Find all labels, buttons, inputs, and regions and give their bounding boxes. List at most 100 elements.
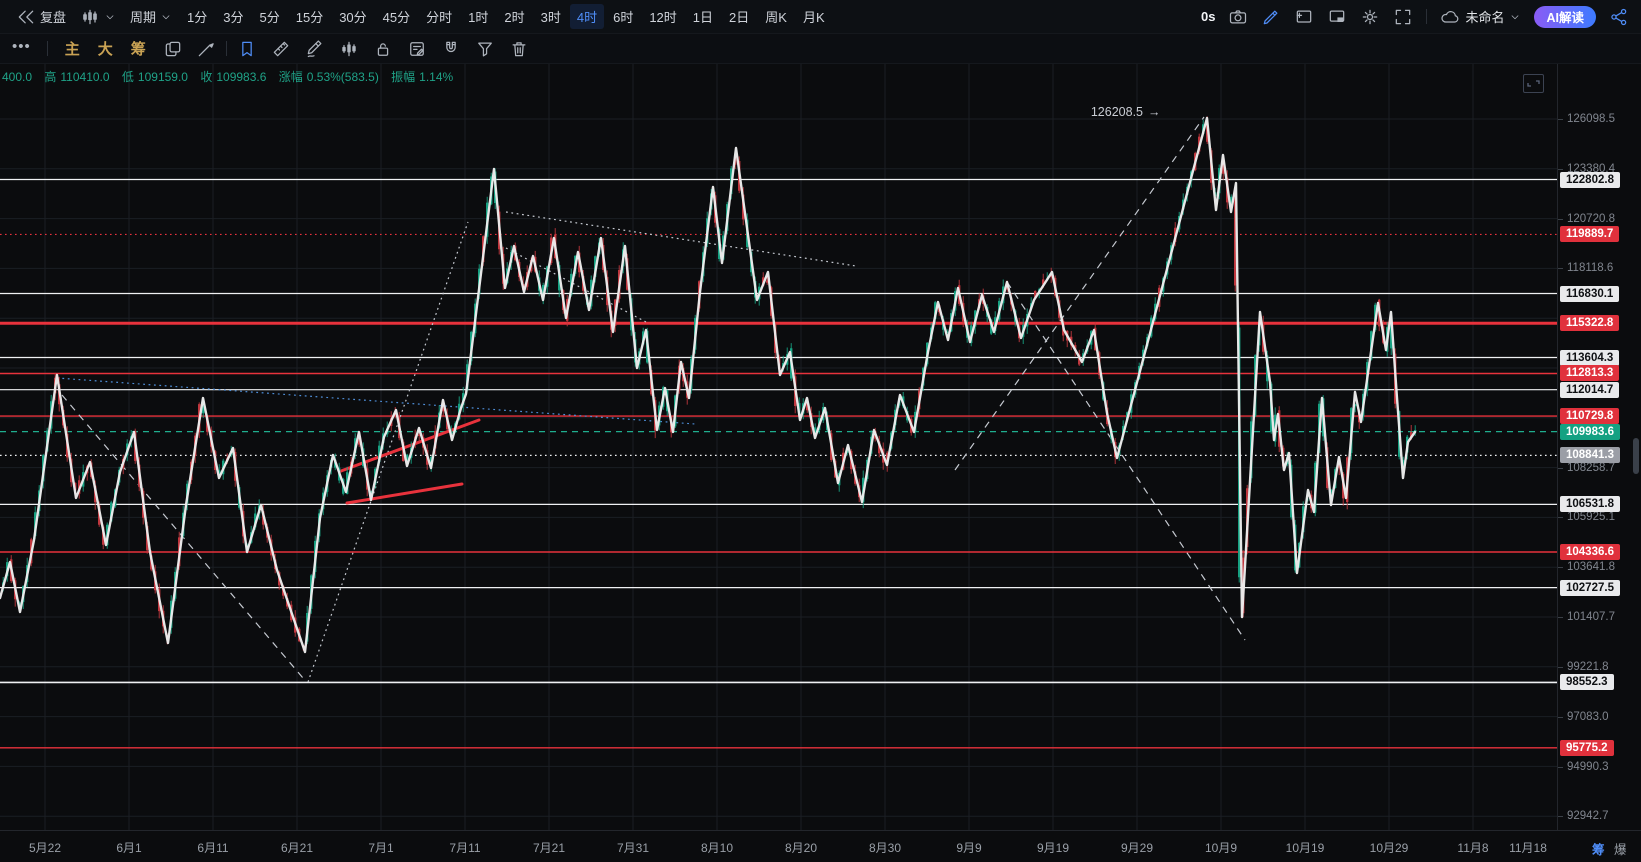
kline-type-icon <box>80 7 100 27</box>
ai-analysis-button[interactable]: AI解读 <box>1534 5 1596 28</box>
price-badge-white: 106531.8 <box>1560 496 1620 513</box>
peak-price-annotation: 126208.5 <box>1091 105 1143 119</box>
pencil-draw-icon[interactable] <box>305 39 325 59</box>
add-pane-icon[interactable] <box>1294 7 1314 27</box>
timeframe-3时[interactable]: 3时 <box>540 10 561 25</box>
toolbar-divider <box>225 41 227 56</box>
timeframe-15分[interactable]: 15分 <box>295 10 324 25</box>
workspace-name: 未命名 <box>1465 10 1505 25</box>
price-badge-green: 109983.6 <box>1560 423 1620 440</box>
indicator-tab-大[interactable]: 大 <box>97 41 113 58</box>
replay-duration[interactable]: 0s <box>1201 9 1216 24</box>
price-tick-label: 99221.8 <box>1567 660 1609 673</box>
ohlc-low: 109159.0 <box>137 70 188 84</box>
axis-scrollbar-thumb[interactable] <box>1633 438 1639 474</box>
period-select[interactable]: 周期 <box>124 4 178 30</box>
copy-drawing-icon[interactable] <box>163 39 183 59</box>
rewind-icon <box>16 7 36 27</box>
fullscreen-icon[interactable] <box>1393 7 1413 27</box>
ohlc-close: 109983.6 <box>216 70 267 84</box>
timeframe-1分[interactable]: 1分 <box>187 10 208 25</box>
timeframe-月K[interactable]: 月K <box>802 10 825 25</box>
timeframe-6时[interactable]: 6时 <box>613 10 634 25</box>
timeframe-1日[interactable]: 1日 <box>692 10 714 25</box>
draw-tool-icons <box>237 39 529 59</box>
cloud-icon <box>1440 7 1460 27</box>
toolbar-divider <box>1426 9 1428 24</box>
drawing-toolbar: ••• 主大筹 <box>0 34 1641 64</box>
timeframe-4时[interactable]: 4时 <box>569 4 605 29</box>
chip-distribution-toggle[interactable]: 筹 <box>1592 843 1605 857</box>
price-badge-red: 95775.2 <box>1560 739 1614 756</box>
chevron-down-icon <box>1509 7 1521 27</box>
price-badge-white: 116830.1 <box>1560 285 1620 302</box>
more-menu-button[interactable]: ••• <box>12 38 31 55</box>
filter-funnel-icon[interactable] <box>475 39 495 59</box>
price-tick-dash <box>1558 666 1563 668</box>
price-axis[interactable]: 126098.5 123380.4 120720.8 118118.6 108258.7… <box>1557 64 1641 830</box>
time-axis[interactable]: 5月22 6月1 6月11 6月21 7月1 7月11 7月21 7月31 8月10 8月20 8月… <box>0 830 1641 862</box>
peak-arrow-annotation: → <box>1148 105 1161 119</box>
chart-type-select[interactable] <box>74 4 122 30</box>
price-tick-dash <box>1558 716 1563 718</box>
ruler-icon[interactable] <box>271 39 291 59</box>
indicator-tab-筹[interactable]: 筹 <box>130 41 146 58</box>
price-badge-red: 110729.8 <box>1560 408 1620 425</box>
time-label: 7月11 <box>449 841 481 855</box>
price-badge-red: 119889.7 <box>1560 226 1620 243</box>
price-tick-label: 101407.7 <box>1567 611 1615 624</box>
timeframe-30分[interactable]: 30分 <box>339 10 367 25</box>
timeframe-5分[interactable]: 5分 <box>259 10 280 25</box>
gear-icon[interactable] <box>1360 7 1380 27</box>
timeframe-1时[interactable]: 1时 <box>468 10 489 25</box>
price-tick-label: 105925.1 <box>1567 511 1615 524</box>
note-edit-icon[interactable] <box>407 39 427 59</box>
toolbar-left-group: 复盘 周期 1分 3分 5分 15分 30分 45分 分时 1时 2时 3时 4时 6时 12时 1日 2日… <box>0 4 832 30</box>
candle-overlay-icon[interactable] <box>339 39 359 59</box>
time-label: 6月11 <box>197 841 229 855</box>
timeframe-周K[interactable]: 周K <box>765 10 787 25</box>
pane-resize-icon[interactable] <box>1523 74 1544 93</box>
timeframe-12时[interactable]: 12时 <box>649 10 677 25</box>
timeframe-45分[interactable]: 45分 <box>382 10 411 25</box>
lock-icon[interactable] <box>373 39 393 59</box>
price-tick-dash <box>1558 567 1563 569</box>
ai-button-label: AI解读 <box>1546 11 1584 25</box>
price-tick-dash <box>1558 816 1563 818</box>
share-icon[interactable] <box>1609 7 1629 27</box>
price-tick-dash <box>1558 766 1563 768</box>
timeframe-2时[interactable]: 2时 <box>504 10 525 25</box>
timeframe-分时[interactable]: 分时 <box>426 10 453 25</box>
pencil-icon[interactable] <box>1261 7 1281 27</box>
liquidation-toggle[interactable]: 爆 <box>1614 843 1627 857</box>
price-tick-label: 97083.0 <box>1567 710 1609 723</box>
chart-canvas[interactable]: 400.0 高 110410.0 低 109159.0 收 109983.6 涨幅 0.… <box>0 64 1557 830</box>
camera-icon[interactable] <box>1228 7 1248 27</box>
workspace-menu[interactable]: 未命名 <box>1440 7 1521 27</box>
toolbar-right-group: 0s 未命名 AI解读 <box>1201 5 1641 28</box>
time-label: 10月19 <box>1285 841 1325 855</box>
time-label: 9月29 <box>1120 841 1154 855</box>
price-badge-white: 112014.7 <box>1560 381 1620 398</box>
brush-cursor-icon[interactable] <box>196 39 216 59</box>
bookmark-icon[interactable] <box>237 39 257 59</box>
time-label: 9月9 <box>956 841 982 855</box>
indicator-tab-主[interactable]: 主 <box>64 41 80 58</box>
ohlc-amplitude: 1.14% <box>419 70 454 84</box>
magnet-icon[interactable] <box>441 39 461 59</box>
price-badge-white: 113604.3 <box>1560 349 1620 366</box>
price-tick-label: 103641.8 <box>1567 561 1615 574</box>
ohlc-readout: 400.0 高 110410.0 低 109159.0 收 109983.6 涨幅 0.… <box>2 68 457 85</box>
candlestick-chart: 126208.5 → <box>0 64 1557 830</box>
time-label: 8月30 <box>868 841 902 855</box>
timeframe-2日[interactable]: 2日 <box>729 10 750 25</box>
timeframe-3分[interactable]: 3分 <box>223 10 244 25</box>
price-badge-gray: 108841.3 <box>1560 447 1620 464</box>
popup-window-icon[interactable] <box>1327 7 1347 27</box>
toolbar-divider <box>46 41 48 56</box>
replay-button[interactable]: 复盘 <box>10 4 72 30</box>
period-label: 周期 <box>130 10 157 25</box>
trash-icon[interactable] <box>509 39 529 59</box>
price-badge-white: 98552.3 <box>1560 674 1614 691</box>
